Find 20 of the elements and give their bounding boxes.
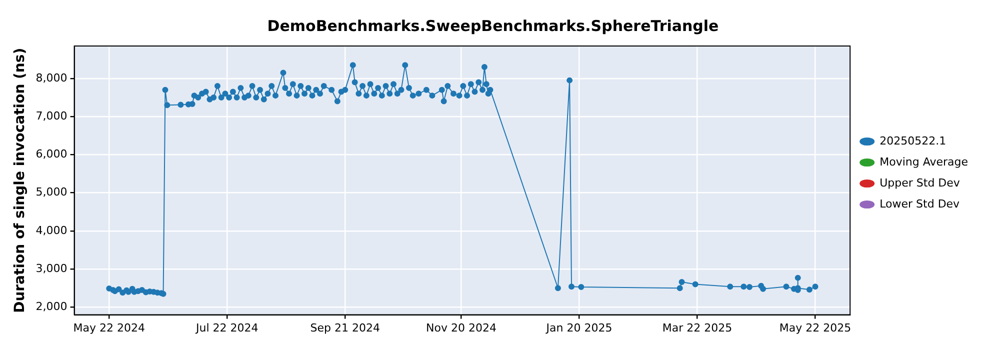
- y-tick-label: 4,000: [36, 224, 68, 237]
- y-tick-label: 2,000: [36, 300, 68, 314]
- x-tick-label: Jan 20 2025: [545, 321, 612, 334]
- chart-title: DemoBenchmarks.SweepBenchmarks.SphereTriangle: [267, 16, 719, 35]
- y-axis-title: Duration of single invocation (ns): [12, 48, 28, 313]
- y-tick-label: 8,000: [36, 71, 68, 84]
- legend-label: Moving Average: [880, 155, 968, 168]
- legend-label: 20250522.1: [880, 134, 946, 148]
- y-tick-label: 7,000: [36, 109, 68, 122]
- x-tick-label: Jul 22 2024: [194, 321, 258, 334]
- legend-label: Lower Std Dev: [880, 197, 960, 210]
- x-tick-label: May 22 2024: [73, 321, 145, 334]
- x-tick-label: Mar 22 2025: [662, 321, 732, 334]
- x-tick-label: Sep 21 2024: [310, 321, 380, 334]
- x-tick-label: May 22 2025: [779, 321, 852, 334]
- legend-label: Upper Std Dev: [880, 176, 960, 190]
- y-tick-label: 6,000: [36, 148, 68, 161]
- y-tick-label: 5,000: [36, 186, 68, 199]
- y-tick-label: 3,000: [36, 262, 68, 275]
- x-tick-label: Nov 20 2024: [426, 321, 496, 334]
